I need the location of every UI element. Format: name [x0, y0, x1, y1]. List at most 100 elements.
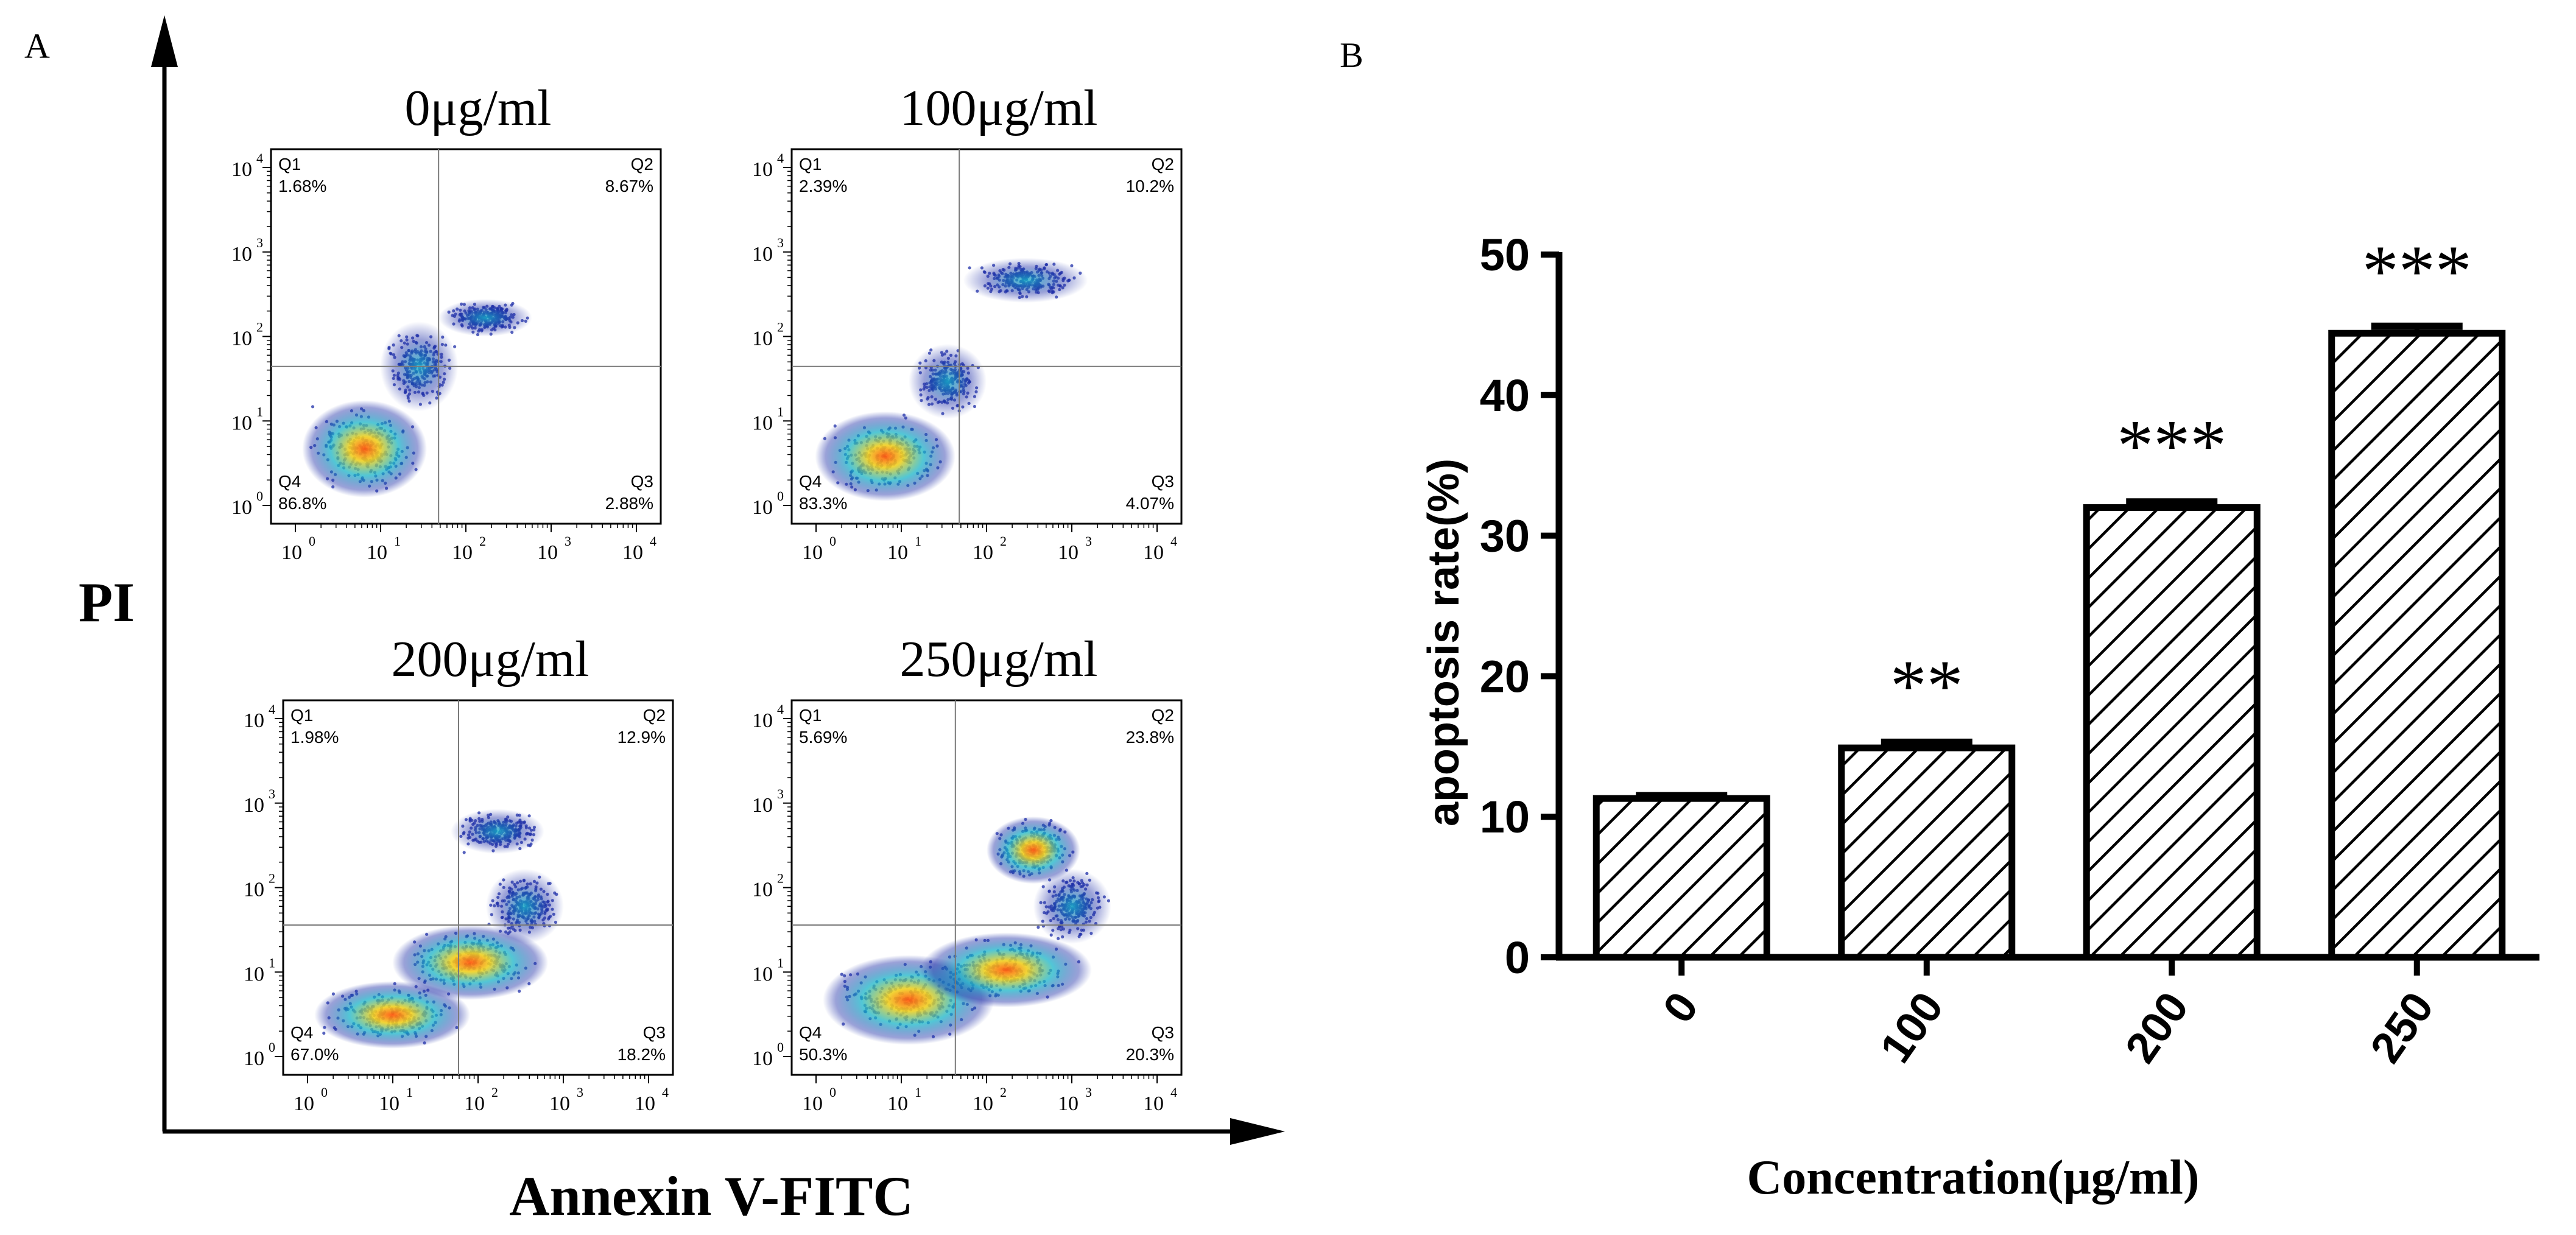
bar-200 — [2083, 504, 2261, 961]
q2-value: 23.8% — [1126, 728, 1174, 747]
density-cloud — [438, 299, 532, 337]
scatter-dot — [322, 1032, 326, 1035]
q3-value: 18.2% — [618, 1045, 666, 1064]
q4-value: 50.3% — [799, 1045, 847, 1064]
y-tick-label: 10 — [231, 496, 252, 519]
density-cloud — [485, 868, 564, 944]
y-tick-exponent: 3 — [777, 235, 784, 250]
density-cloud — [1033, 868, 1111, 944]
q2-value: 10.2% — [1126, 177, 1174, 195]
x-tick-exponent: 3 — [565, 533, 571, 549]
x-tick-exponent: 2 — [491, 1085, 498, 1100]
y-axis-title: apoptosis rate(%) — [1420, 459, 1468, 826]
bar-0 — [1592, 795, 1770, 961]
y-tick-exponent: 0 — [256, 488, 263, 504]
y-tick-label: 10 — [752, 496, 773, 519]
x-tick-label: 10 — [281, 541, 302, 564]
q2-label: Q2 — [1152, 155, 1174, 174]
q3-label: Q3 — [643, 1023, 666, 1042]
y-tick-exponent: 0 — [777, 1040, 784, 1055]
y-tick-label: 10 — [244, 794, 264, 817]
q2-value: 8.67% — [605, 177, 653, 195]
x-axis-title: Concentration(μg/ml) — [1747, 1151, 2199, 1205]
y-tick-label: 10 — [231, 243, 252, 266]
x-tick-label: 10 — [1058, 541, 1079, 564]
y-tick-exponent: 3 — [256, 235, 263, 250]
y-tick-label: 10 — [752, 709, 773, 732]
x-tick-label: 10 — [1143, 541, 1164, 564]
density-cloud — [392, 925, 549, 1000]
bar-250 — [2328, 329, 2506, 961]
y-tick-label: 50 — [1480, 230, 1530, 280]
x-tick-exponent: 0 — [309, 533, 315, 549]
x-tick-exponent: 2 — [1000, 1085, 1007, 1100]
y-tick-label: 10 — [244, 879, 264, 901]
x-tick-exponent: 2 — [479, 533, 486, 549]
significance-marker: *** — [2117, 404, 2226, 485]
x-tick-exponent: 3 — [1085, 1085, 1092, 1100]
x-tick-exponent: 4 — [1170, 1085, 1177, 1100]
y-tick-exponent: 4 — [777, 150, 784, 166]
density-cloud — [920, 932, 1092, 1008]
q4-value: 86.8% — [278, 494, 326, 513]
density-cloud — [963, 258, 1088, 303]
q2-label: Q2 — [631, 155, 653, 174]
x-tick-exponent: 1 — [915, 1085, 921, 1100]
x-tick-exponent: 3 — [1085, 533, 1092, 549]
y-tick-exponent: 1 — [777, 955, 784, 970]
y-tick-exponent: 2 — [269, 871, 275, 886]
q2-label: Q2 — [643, 706, 666, 725]
x-tick-label: 0 — [1654, 983, 1708, 1032]
plot-title: 200μg/ml — [391, 631, 589, 688]
panel-b-label: B — [1340, 35, 1364, 75]
panel-a-y-arrow — [151, 15, 178, 67]
y-tick-label: 10 — [1480, 792, 1530, 842]
x-tick-label: 10 — [802, 541, 823, 564]
flow-plot-1: 100μg/mlQ12.39%Q210.2%Q34.07%Q483.3%1001… — [752, 80, 1183, 564]
x-tick-label: 10 — [802, 1092, 823, 1115]
x-tick-exponent: 4 — [662, 1085, 669, 1100]
q1-label: Q1 — [799, 706, 822, 725]
x-tick-label: 10 — [367, 541, 387, 564]
significance-marker: *** — [2362, 230, 2472, 311]
y-tick-label: 10 — [752, 879, 773, 901]
q3-label: Q3 — [631, 472, 653, 491]
x-tick-label: 10 — [635, 1092, 655, 1115]
q1-value: 2.39% — [799, 177, 847, 195]
q4-label: Q4 — [799, 1023, 822, 1042]
y-tick-label: 10 — [231, 412, 252, 434]
x-tick-exponent: 4 — [650, 533, 656, 549]
q3-label: Q3 — [1152, 1023, 1174, 1042]
panel-a-x-label: Annexin V-FITC — [509, 1165, 913, 1227]
x-tick-exponent: 2 — [1000, 533, 1007, 549]
y-tick-label: 30 — [1480, 511, 1530, 561]
density-cloud — [314, 981, 471, 1049]
y-tick-exponent: 3 — [269, 786, 275, 801]
y-tick-label: 10 — [752, 412, 773, 434]
q2-label: Q2 — [1152, 706, 1174, 725]
q4-label: Q4 — [290, 1023, 313, 1042]
y-tick-exponent: 4 — [256, 150, 263, 166]
q4-label: Q4 — [278, 472, 301, 491]
y-tick-label: 10 — [752, 243, 773, 266]
flow-plot-0: 0μg/mlQ11.68%Q28.67%Q32.88%Q486.8%100101… — [231, 80, 662, 564]
y-tick-exponent: 1 — [256, 404, 263, 419]
x-tick-label: 10 — [973, 1092, 993, 1115]
y-tick-label: 10 — [752, 1047, 773, 1070]
panel-a-label: A — [24, 26, 50, 66]
x-tick-exponent: 0 — [321, 1085, 328, 1100]
y-tick-exponent: 0 — [269, 1040, 275, 1055]
y-tick-label: 10 — [752, 158, 773, 181]
plot-title: 0μg/ml — [404, 80, 551, 136]
x-tick-label: 10 — [549, 1092, 570, 1115]
bar-100 — [1838, 744, 2016, 961]
y-tick-exponent: 2 — [256, 320, 263, 335]
q1-label: Q1 — [278, 155, 301, 174]
panel-a-x-arrow — [1230, 1118, 1285, 1145]
q2-value: 12.9% — [618, 728, 666, 747]
y-tick-exponent: 3 — [777, 786, 784, 801]
x-tick-label: 10 — [537, 541, 558, 564]
density-cloud — [815, 411, 955, 502]
x-tick-label: 10 — [1143, 1092, 1164, 1115]
